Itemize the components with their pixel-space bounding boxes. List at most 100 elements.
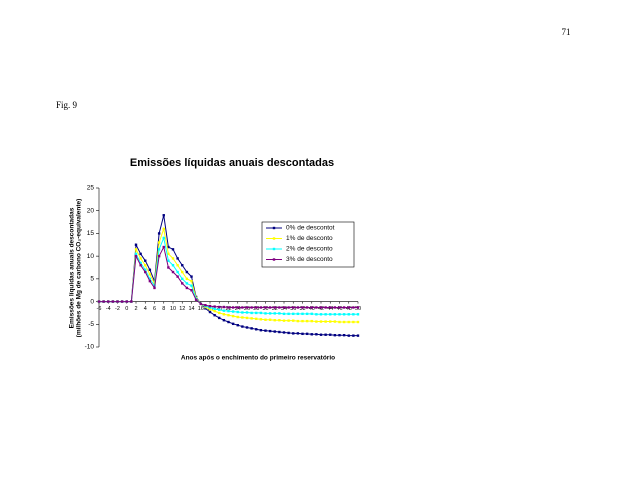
data-point xyxy=(231,310,235,313)
data-point xyxy=(310,319,313,323)
x-tick-label: 50 xyxy=(355,306,361,312)
data-point xyxy=(287,331,290,335)
data-point xyxy=(157,248,161,251)
x-tick-label: 24 xyxy=(235,306,241,312)
legend-marker xyxy=(272,258,276,261)
data-point xyxy=(227,314,230,317)
data-point xyxy=(231,306,235,309)
data-point xyxy=(148,273,152,276)
data-point xyxy=(264,318,267,321)
x-tick-label: 40 xyxy=(309,306,315,312)
data-point xyxy=(107,300,110,303)
data-point xyxy=(236,315,239,319)
x-tick-label: 30 xyxy=(262,306,268,312)
data-point xyxy=(282,306,286,309)
x-tick-label: 48 xyxy=(346,306,352,312)
y-tick-label: -10 xyxy=(85,344,95,351)
data-point xyxy=(181,270,184,274)
data-point xyxy=(296,319,300,323)
data-point xyxy=(144,259,147,262)
legend-marker xyxy=(272,237,276,240)
data-point xyxy=(176,257,179,260)
data-point xyxy=(315,313,318,316)
data-point xyxy=(153,286,156,290)
data-point xyxy=(171,248,175,251)
data-point xyxy=(241,316,244,319)
data-point xyxy=(315,306,318,309)
data-point xyxy=(342,320,346,324)
data-point xyxy=(282,331,286,334)
data-point xyxy=(218,308,221,311)
data-point xyxy=(356,320,360,324)
data-point xyxy=(111,300,115,303)
data-point xyxy=(167,245,170,249)
data-point xyxy=(338,306,341,309)
data-point xyxy=(255,328,258,331)
data-point xyxy=(144,264,147,267)
data-point xyxy=(292,319,295,322)
data-point xyxy=(167,252,170,256)
data-point xyxy=(231,322,235,326)
data-point xyxy=(250,306,253,309)
data-point xyxy=(255,317,258,321)
data-point xyxy=(319,320,323,323)
data-point xyxy=(273,318,276,322)
data-point xyxy=(319,313,323,316)
data-point xyxy=(315,320,318,323)
x-tick-label: -4 xyxy=(106,306,111,312)
data-point xyxy=(319,333,323,336)
data-point xyxy=(282,319,286,322)
data-point xyxy=(356,313,360,316)
data-point xyxy=(287,306,290,309)
x-tick-label: -2 xyxy=(115,306,120,312)
data-point xyxy=(305,332,309,336)
data-point xyxy=(278,318,281,322)
data-point xyxy=(213,307,216,311)
data-point xyxy=(181,277,184,281)
x-tick-label: 22 xyxy=(225,306,231,312)
data-point xyxy=(134,243,138,246)
data-point xyxy=(296,312,300,316)
data-point xyxy=(139,257,142,260)
data-point xyxy=(292,332,295,335)
y-tick-label: 20 xyxy=(87,207,95,214)
data-point xyxy=(213,314,216,317)
data-point xyxy=(250,327,253,330)
data-point xyxy=(190,275,193,278)
data-point xyxy=(315,333,318,336)
data-point xyxy=(102,300,105,303)
data-point xyxy=(116,300,119,303)
data-point xyxy=(231,314,235,318)
data-point xyxy=(342,333,346,337)
data-point xyxy=(134,248,138,251)
data-point xyxy=(305,312,309,316)
data-point xyxy=(259,328,263,332)
data-point xyxy=(273,330,276,333)
data-point xyxy=(324,333,327,336)
data-point xyxy=(352,320,355,324)
x-tick-label: 12 xyxy=(179,306,185,312)
data-point xyxy=(329,306,332,309)
data-point xyxy=(227,306,230,309)
data-point xyxy=(310,312,313,316)
data-point xyxy=(218,316,221,320)
data-point xyxy=(144,268,147,271)
data-point xyxy=(148,279,152,283)
data-point xyxy=(305,319,309,323)
data-point xyxy=(324,320,327,323)
legend-marker xyxy=(272,247,276,251)
x-tick-label: 4 xyxy=(144,306,147,312)
x-tick-label: 26 xyxy=(244,306,250,312)
data-point xyxy=(222,305,226,309)
data-point xyxy=(162,214,165,217)
data-point xyxy=(333,320,337,323)
data-point xyxy=(185,282,189,285)
data-point xyxy=(352,313,355,316)
data-point xyxy=(278,312,281,315)
data-point xyxy=(134,252,138,256)
data-point xyxy=(222,313,226,316)
data-point xyxy=(245,316,249,320)
x-tick-label: 28 xyxy=(253,306,259,312)
data-point xyxy=(125,300,128,303)
data-point xyxy=(296,306,300,309)
